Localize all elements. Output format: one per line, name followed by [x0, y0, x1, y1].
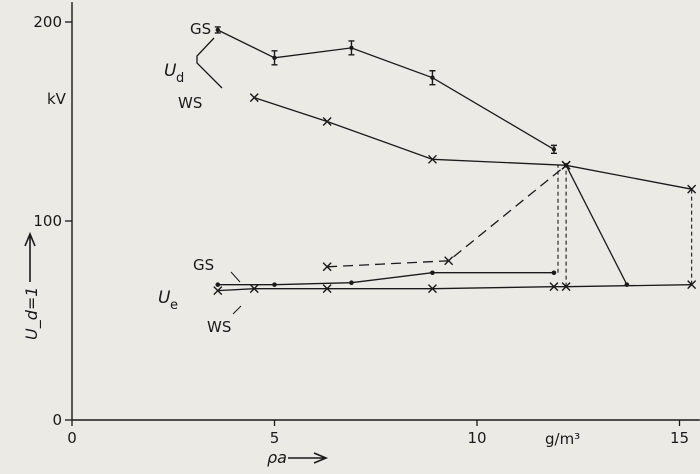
data-point-x: [213, 286, 223, 296]
series-line-2: [217, 272, 554, 286]
group-label-ud-sub: d: [176, 71, 184, 86]
leader-ws-ue: [232, 305, 242, 315]
data-point-x: [561, 160, 571, 170]
legend-label-gs-ue: GS: [193, 256, 214, 274]
data-point-x: [322, 284, 332, 294]
x-tick-label: 10: [467, 429, 486, 447]
data-point-x: [561, 282, 571, 292]
y-tick-label: 100: [33, 212, 62, 230]
x-tick-label: 5: [270, 429, 280, 447]
data-point-dot: [272, 55, 277, 61]
y-tick-label: 0: [52, 411, 62, 429]
x-axis-arrow-icon: [288, 452, 329, 464]
x-axis-label: ρa: [267, 448, 287, 467]
x-tick-label: 15: [670, 429, 689, 447]
leader-gs-ue: [230, 271, 241, 283]
series-line-5: [327, 164, 567, 268]
data-point-dot: [215, 282, 221, 287]
series-marks: [213, 26, 697, 296]
y-unit-label: kV: [47, 90, 67, 108]
data-point-x: [687, 184, 697, 194]
x-unit-label: g/m³: [545, 430, 580, 448]
brace-ud: [196, 37, 223, 89]
data-point-x: [249, 284, 259, 294]
group-label-ue-sub: e: [170, 298, 178, 313]
data-point-dot: [430, 270, 435, 276]
data-point-dot: [624, 282, 630, 287]
data-point-x: [322, 262, 332, 272]
series-line-4: [565, 165, 628, 285]
axes: 0 100 200 0 5 10 15: [33, 2, 700, 447]
data-point-x: [427, 284, 437, 294]
data-point-x: [427, 154, 437, 164]
legend-label-gs-ud: GS: [190, 20, 211, 38]
legend-label-ws-ue: WS: [207, 318, 231, 336]
data-point-x: [549, 282, 559, 292]
legend-label-ws-ud: WS: [178, 94, 202, 112]
data-point-x: [249, 93, 259, 103]
data-point-dot: [349, 280, 354, 285]
y-axis-label: U_d=1: [22, 287, 42, 340]
group-label-ud: U: [164, 61, 177, 81]
y-tick-label: 200: [33, 13, 62, 31]
y-axis-arrow-icon: [24, 231, 36, 282]
data-point-x: [322, 117, 332, 126]
series-line-1: [254, 96, 692, 190]
data-point-x: [444, 256, 454, 266]
data-point-dot: [551, 147, 557, 152]
data-point-dot: [551, 270, 557, 276]
data-point-dot: [215, 27, 220, 33]
series-lines: [217, 29, 693, 292]
data-point-dot: [272, 282, 277, 287]
x-tick-label: 0: [67, 429, 77, 447]
data-point-dot: [430, 75, 435, 80]
series-line-0: [217, 29, 555, 150]
group-label-ue: U: [158, 288, 171, 308]
series-line-3: [217, 284, 692, 292]
data-point-x: [687, 280, 697, 290]
data-point-dot: [349, 45, 354, 51]
